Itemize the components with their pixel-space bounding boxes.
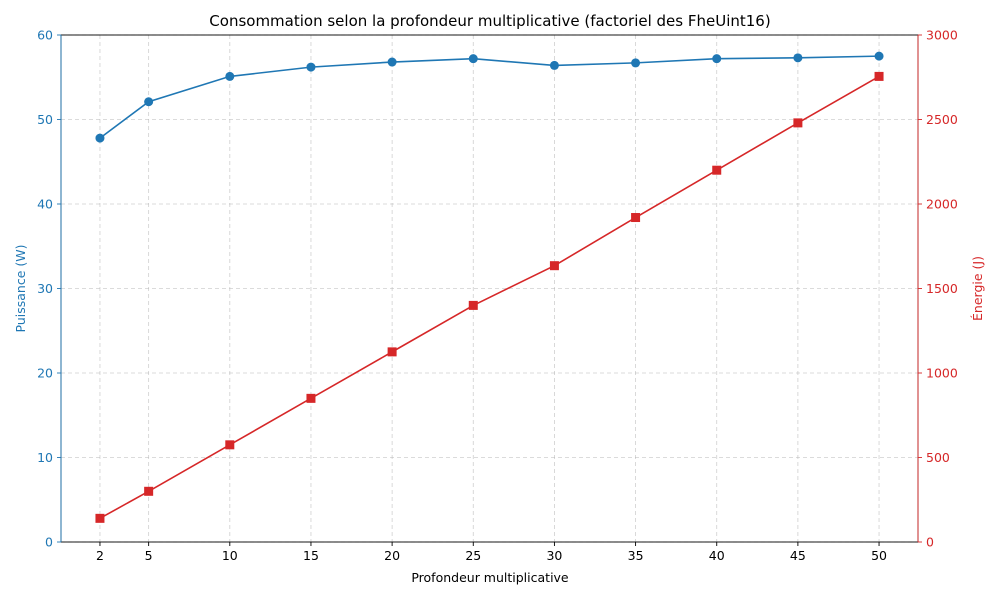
energy-data-point (225, 440, 235, 450)
right-y-tick-label: 3000 (926, 28, 958, 43)
left-y-axis-ticks: 0 10 20 30 40 50 60 (37, 28, 61, 550)
left-y-tick-label: 40 (37, 197, 53, 212)
power-data-point (549, 60, 559, 70)
chart-title: Consommation selon la profondeur multipl… (209, 12, 770, 30)
left-y-tick-label: 20 (37, 366, 53, 381)
right-y-tick-label: 1500 (926, 281, 958, 296)
left-y-tick-label: 60 (37, 28, 53, 43)
left-y-axis-label: Puissance (W) (13, 245, 28, 333)
left-y-tick-label: 0 (45, 535, 53, 550)
x-tick-label: 20 (384, 548, 400, 563)
energy-data-point (387, 347, 397, 357)
energy-data-point (874, 71, 884, 81)
power-data-point (225, 71, 235, 81)
x-tick-label: 50 (871, 548, 887, 563)
x-tick-label: 40 (709, 548, 725, 563)
power-data-point (306, 62, 316, 72)
x-tick-label: 10 (222, 548, 238, 563)
power-data-point (95, 133, 105, 143)
power-data-point (144, 97, 154, 107)
energy-data-point (144, 486, 154, 496)
right-y-tick-label: 0 (926, 535, 934, 550)
power-data-point (712, 54, 722, 64)
power-data-point (631, 58, 641, 68)
energy-data-point (468, 300, 478, 310)
energy-data-point (306, 393, 316, 403)
series (95, 51, 884, 523)
right-y-axis-ticks: 0 500 1000 1500 2000 2500 3000 (918, 28, 958, 550)
x-tick-label: 15 (303, 548, 319, 563)
power-data-point (874, 51, 884, 61)
x-tick-label: 30 (546, 548, 562, 563)
left-y-tick-label: 10 (37, 450, 53, 465)
left-y-tick-label: 50 (37, 112, 53, 127)
x-tick-label: 25 (465, 548, 481, 563)
x-axis-label: Profondeur multiplicative (411, 570, 569, 585)
power-data-point (468, 54, 478, 64)
right-y-tick-label: 1000 (926, 366, 958, 381)
left-y-tick-label: 30 (37, 281, 53, 296)
energy-data-point (712, 165, 722, 175)
energy-data-point (549, 261, 559, 271)
power-data-point (387, 57, 397, 67)
energy-data-point (793, 118, 803, 128)
x-axis-ticks: 2 5 10 15 20 25 30 35 40 45 50 (96, 542, 887, 563)
right-y-axis-label: Énergie (J) (970, 256, 985, 321)
right-y-tick-label: 2000 (926, 197, 958, 212)
x-tick-label: 2 (96, 548, 104, 563)
right-y-tick-label: 500 (926, 450, 950, 465)
right-y-tick-label: 2500 (926, 112, 958, 127)
x-tick-label: 5 (145, 548, 153, 563)
x-tick-label: 45 (790, 548, 806, 563)
energy-data-point (631, 213, 641, 223)
power-data-point (793, 53, 803, 63)
energy-data-point (95, 513, 105, 523)
x-tick-label: 35 (628, 548, 644, 563)
